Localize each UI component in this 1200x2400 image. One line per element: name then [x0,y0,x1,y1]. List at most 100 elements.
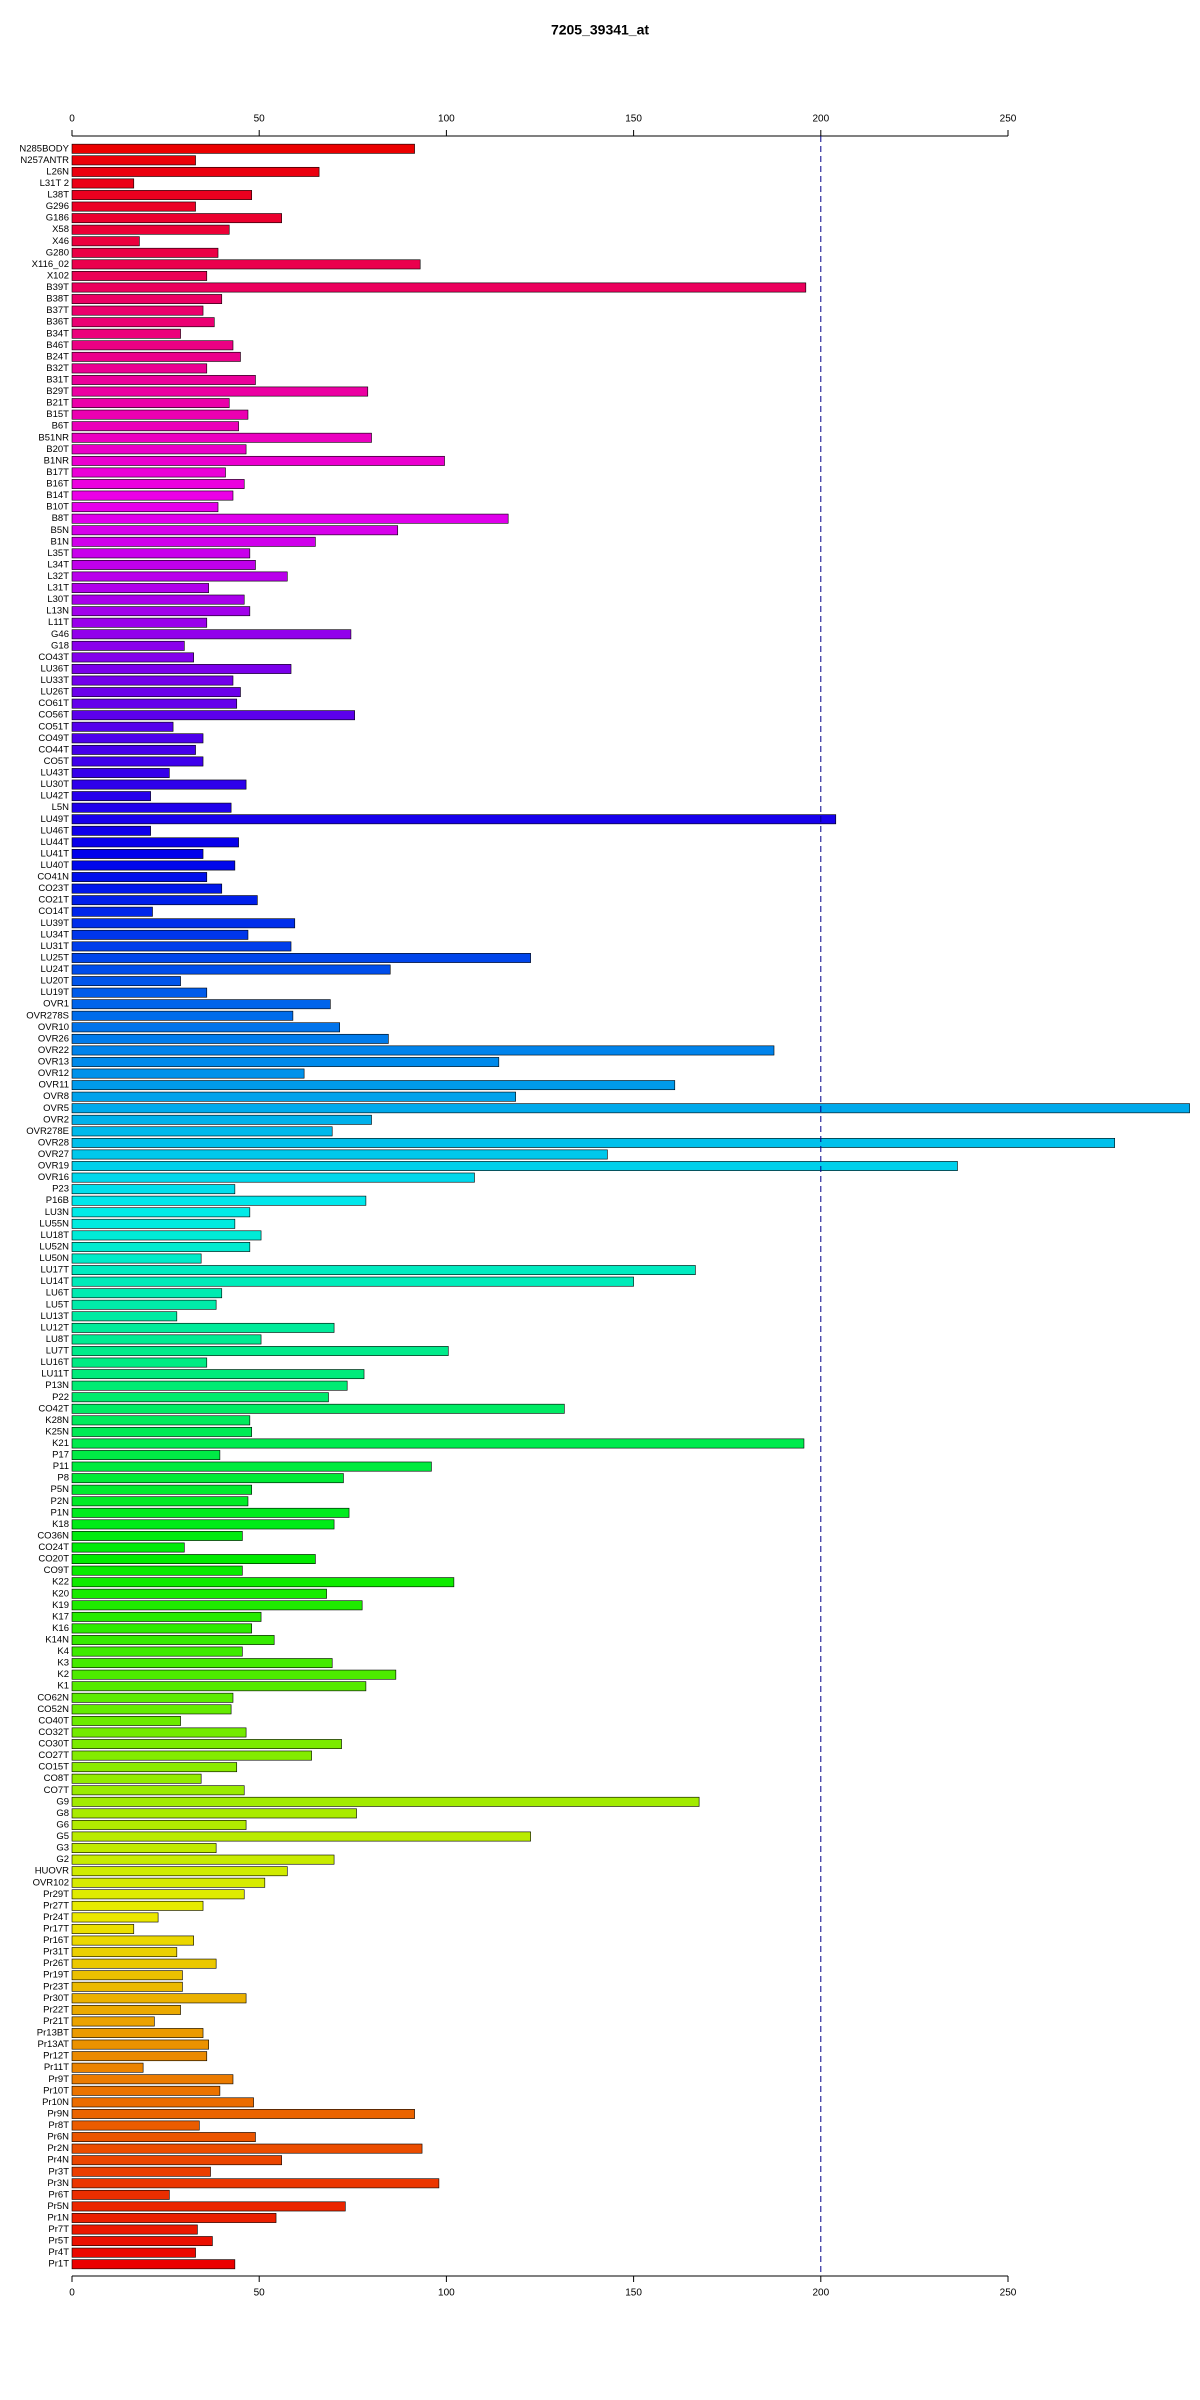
y-tick-label: G6 [56,1819,69,1830]
y-tick-label: LU44T [40,837,69,848]
bar [71,2236,213,2247]
bar [71,1912,159,1923]
bar [71,1265,696,1276]
y-tick-label: Pr11T [44,2062,69,2073]
x-tick-label: 50 [254,114,266,125]
bar [71,1218,236,1229]
bar [71,143,415,154]
y-tick-label: Pr1T [48,2259,69,2270]
bar [71,1750,312,1761]
bar [71,918,296,929]
y-tick-label: CO43T [38,652,69,663]
bar [71,941,292,952]
bar [71,1889,245,1900]
bar [71,1658,333,1669]
y-tick-label: CO56T [38,710,69,721]
y-tick-label: K19 [52,1600,69,1611]
y-tick-label: OVR1 [43,999,69,1010]
y-tick-label: Pr5T [48,2236,69,2247]
bar [71,976,181,987]
bar [71,1669,397,1680]
bar [71,606,251,617]
y-tick-label: OVR2 [43,1114,69,1125]
y-tick-label: Pr3T [48,2166,69,2177]
y-tick-label: P17 [52,1450,69,1461]
y-tick-label: Pr4N [47,2155,69,2166]
y-tick-label: LU31T [40,941,69,952]
y-tick-label: P13N [45,1380,69,1391]
y-tick-label: B8T [52,513,70,524]
y-tick-label: Pr13AT [37,2039,69,2050]
bar [71,1346,449,1356]
y-tick-label: Pr1N [47,2212,69,2223]
bar [71,1045,775,1056]
y-tick-label: L38T [47,190,69,201]
bar [71,1091,516,1102]
bar [71,1137,1116,1148]
y-tick-label: P22 [52,1392,69,1403]
bar [71,317,215,328]
bar [71,2016,155,2027]
y-tick-label: L30T [47,594,69,605]
bar [71,1773,202,1784]
bar [71,768,170,778]
y-tick-label: B29T [46,386,69,397]
bar [71,721,174,732]
y-tick-label: G5 [56,1831,69,1842]
bar [71,236,140,247]
bar [71,560,256,570]
y-tick-label: Pr16T [43,1935,69,1946]
y-tick-label: Pr6T [48,2189,69,2200]
y-tick-label: CO20T [38,1554,69,1565]
y-tick-label: K25N [45,1426,69,1437]
y-tick-label: LU25T [40,952,69,963]
y-tick-label: G8 [56,1808,69,1819]
y-tick-label: B39T [46,282,69,293]
bar [71,1438,805,1449]
bar [71,502,219,513]
y-tick-label: B46T [46,340,69,351]
bar [71,814,837,825]
bar [71,1288,223,1299]
y-tick-label: OVR26 [38,1033,69,1044]
y-tick-label: G186 [46,213,69,224]
y-tick-label: Pr10T [43,2085,69,2096]
bar [71,1357,208,1368]
bar [71,2178,440,2189]
y-tick-label: L26N [46,166,69,177]
bar [71,421,239,432]
y-tick-label: LU52N [39,1241,69,1252]
bar [71,1172,475,1183]
bar [71,1785,245,1796]
y-tick-label: Pr12T [43,2051,69,2062]
bar [71,444,247,455]
y-tick-label: CO32T [38,1727,69,1738]
bar [71,1253,202,1264]
y-tick-label: CO21T [38,895,69,906]
y-tick-label: LU14T [40,1276,69,1287]
bar [71,1854,335,1865]
y-tick-label: B51NR [38,432,69,443]
y-tick-label: LU36T [40,663,69,674]
bar [71,617,208,628]
y-tick-label: CO62N [37,1692,69,1703]
y-tick-label: OVR8 [43,1091,69,1102]
x-tick-label: 0 [69,114,75,125]
bar [71,1600,363,1611]
bar [71,733,204,744]
y-tick-label: CO14T [38,906,69,917]
y-tick-label: Pr30T [43,1993,69,2004]
y-tick-label: B32T [46,363,69,374]
bar [71,1924,135,1934]
bar [71,1415,251,1426]
bar [71,2166,211,2177]
y-tick-label: B36T [46,317,69,328]
y-tick-label: OVR10 [38,1022,69,1033]
y-tick-label: LU7T [46,1346,69,1357]
y-tick-label: K18 [52,1519,69,1530]
bar [71,1195,367,1206]
bar [71,1380,348,1391]
y-tick-label: OVR278S [26,1010,69,1021]
bar [71,1531,243,1541]
y-tick-label: B10T [46,502,69,513]
